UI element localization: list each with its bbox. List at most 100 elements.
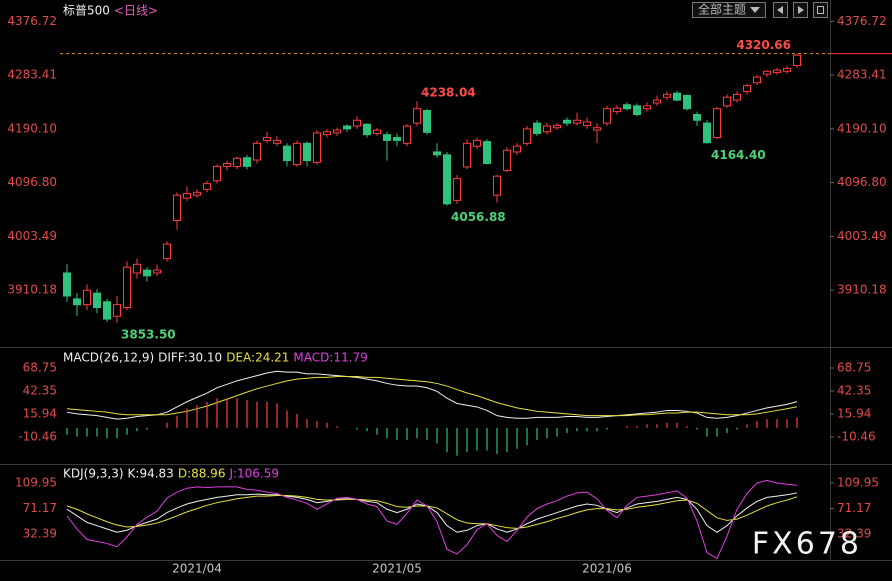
icon	[817, 6, 824, 14]
candle-body	[383, 134, 391, 141]
y-tick-label-right: -10.46	[837, 429, 876, 443]
legend-entry: MACD(26,12,9)	[63, 351, 154, 365]
candle-body	[703, 122, 711, 144]
candle-body	[693, 113, 701, 121]
candle-body	[783, 67, 791, 72]
candle-body	[273, 139, 281, 144]
y-tick-label: 109.95	[15, 475, 57, 489]
candle-body	[523, 128, 531, 144]
candle-body	[633, 105, 641, 115]
candle-body	[203, 183, 211, 190]
dropdown-arrow[interactable]	[750, 7, 760, 13]
extreme-label: 4320.66	[736, 38, 791, 52]
candle-body	[743, 85, 751, 92]
icon-button[interactable]	[813, 2, 828, 18]
candle-body	[773, 69, 781, 73]
candle-body	[333, 129, 341, 134]
candle-body	[543, 125, 551, 133]
candle-body	[313, 132, 321, 163]
candle-body	[303, 142, 311, 162]
y-tick-label: 42.35	[23, 383, 57, 397]
candle-body	[623, 104, 631, 110]
legend-entry: DEA:24.21	[226, 351, 289, 365]
candle-body	[563, 119, 571, 124]
candle-body	[213, 165, 221, 182]
candle-body	[343, 125, 351, 130]
candle-body	[123, 266, 131, 309]
theme-button[interactable]	[692, 2, 766, 18]
y-tick-label: 4096.80	[7, 175, 57, 189]
legend-entry: 标普500	[63, 4, 110, 18]
series-line	[66, 494, 798, 529]
toolbar: 全部主题	[692, 2, 828, 18]
candle-body	[143, 269, 151, 277]
theme-button-label[interactable]: 全部主题	[698, 2, 746, 17]
x-tick-label: 2021/04	[172, 562, 222, 576]
y-tick-label: 32.39	[23, 526, 57, 540]
series-line	[66, 370, 798, 420]
candle-body	[393, 137, 401, 141]
x-tick-label: 2021/05	[372, 562, 422, 576]
candle-body	[243, 157, 251, 167]
candle-body	[663, 93, 671, 98]
legend-entry: MACD:11.79	[293, 351, 367, 365]
legend-entry: <日线>	[114, 4, 158, 18]
candle-body	[423, 109, 431, 133]
candle-body	[173, 194, 181, 222]
candle-body	[533, 122, 541, 135]
candle-body	[323, 131, 331, 136]
candle-body	[583, 121, 591, 126]
extreme-label: 4056.88	[451, 210, 506, 224]
candle-body	[363, 123, 371, 136]
y-tick-label-right: 42.35	[837, 383, 871, 397]
legend-entry: D:88.96	[178, 467, 226, 481]
candle-body	[473, 139, 481, 147]
candle-body	[483, 141, 491, 164]
x-tick-label: 2021/06	[582, 562, 632, 576]
candle-body	[233, 157, 241, 167]
candle-body	[83, 289, 91, 306]
candle-body	[753, 76, 761, 84]
watermark: FX678	[752, 527, 862, 562]
candle-body	[183, 192, 191, 199]
candle-body	[263, 137, 271, 141]
candle-body	[193, 191, 201, 196]
candle-body	[763, 70, 771, 75]
candle-body	[403, 125, 411, 144]
candle-body	[723, 96, 731, 107]
series-line	[66, 375, 798, 417]
y-tick-label-right: 68.75	[837, 360, 871, 374]
y-tick-label: 71.17	[23, 501, 57, 515]
candle-body	[253, 142, 261, 161]
candle-body	[613, 107, 621, 113]
y-tick-label-right: 15.94	[837, 406, 871, 420]
y-tick-label-right: 3910.18	[837, 283, 887, 297]
candle-body	[643, 105, 651, 110]
y-tick-label-right: 4376.72	[837, 14, 887, 28]
legend-entry: K:94.83	[128, 467, 174, 481]
candle-body	[223, 162, 231, 167]
y-tick-label: -10.46	[18, 429, 57, 443]
candle-body	[133, 263, 141, 274]
y-tick-label-right: 4096.80	[837, 175, 887, 189]
candle-body	[453, 177, 461, 201]
candle-body	[103, 301, 111, 320]
legend-entry: KDJ(9,3,3)	[63, 467, 124, 481]
candle-body	[463, 142, 471, 168]
y-tick-label: 4003.49	[7, 229, 57, 243]
candle-body	[353, 119, 361, 127]
y-tick-label: 4190.10	[7, 121, 57, 135]
candle-body	[573, 119, 581, 124]
y-tick-label-right: 4283.41	[837, 68, 887, 82]
candle-body	[73, 298, 81, 306]
candle-body	[733, 93, 741, 101]
extreme-label: 4238.04	[421, 86, 476, 100]
y-tick-label-right: 32.39	[837, 526, 871, 540]
candle-body	[283, 145, 291, 162]
candle-body	[493, 175, 501, 196]
legend-entry: DIFF:30.10	[158, 351, 222, 365]
y-tick-label: 68.75	[23, 360, 57, 374]
